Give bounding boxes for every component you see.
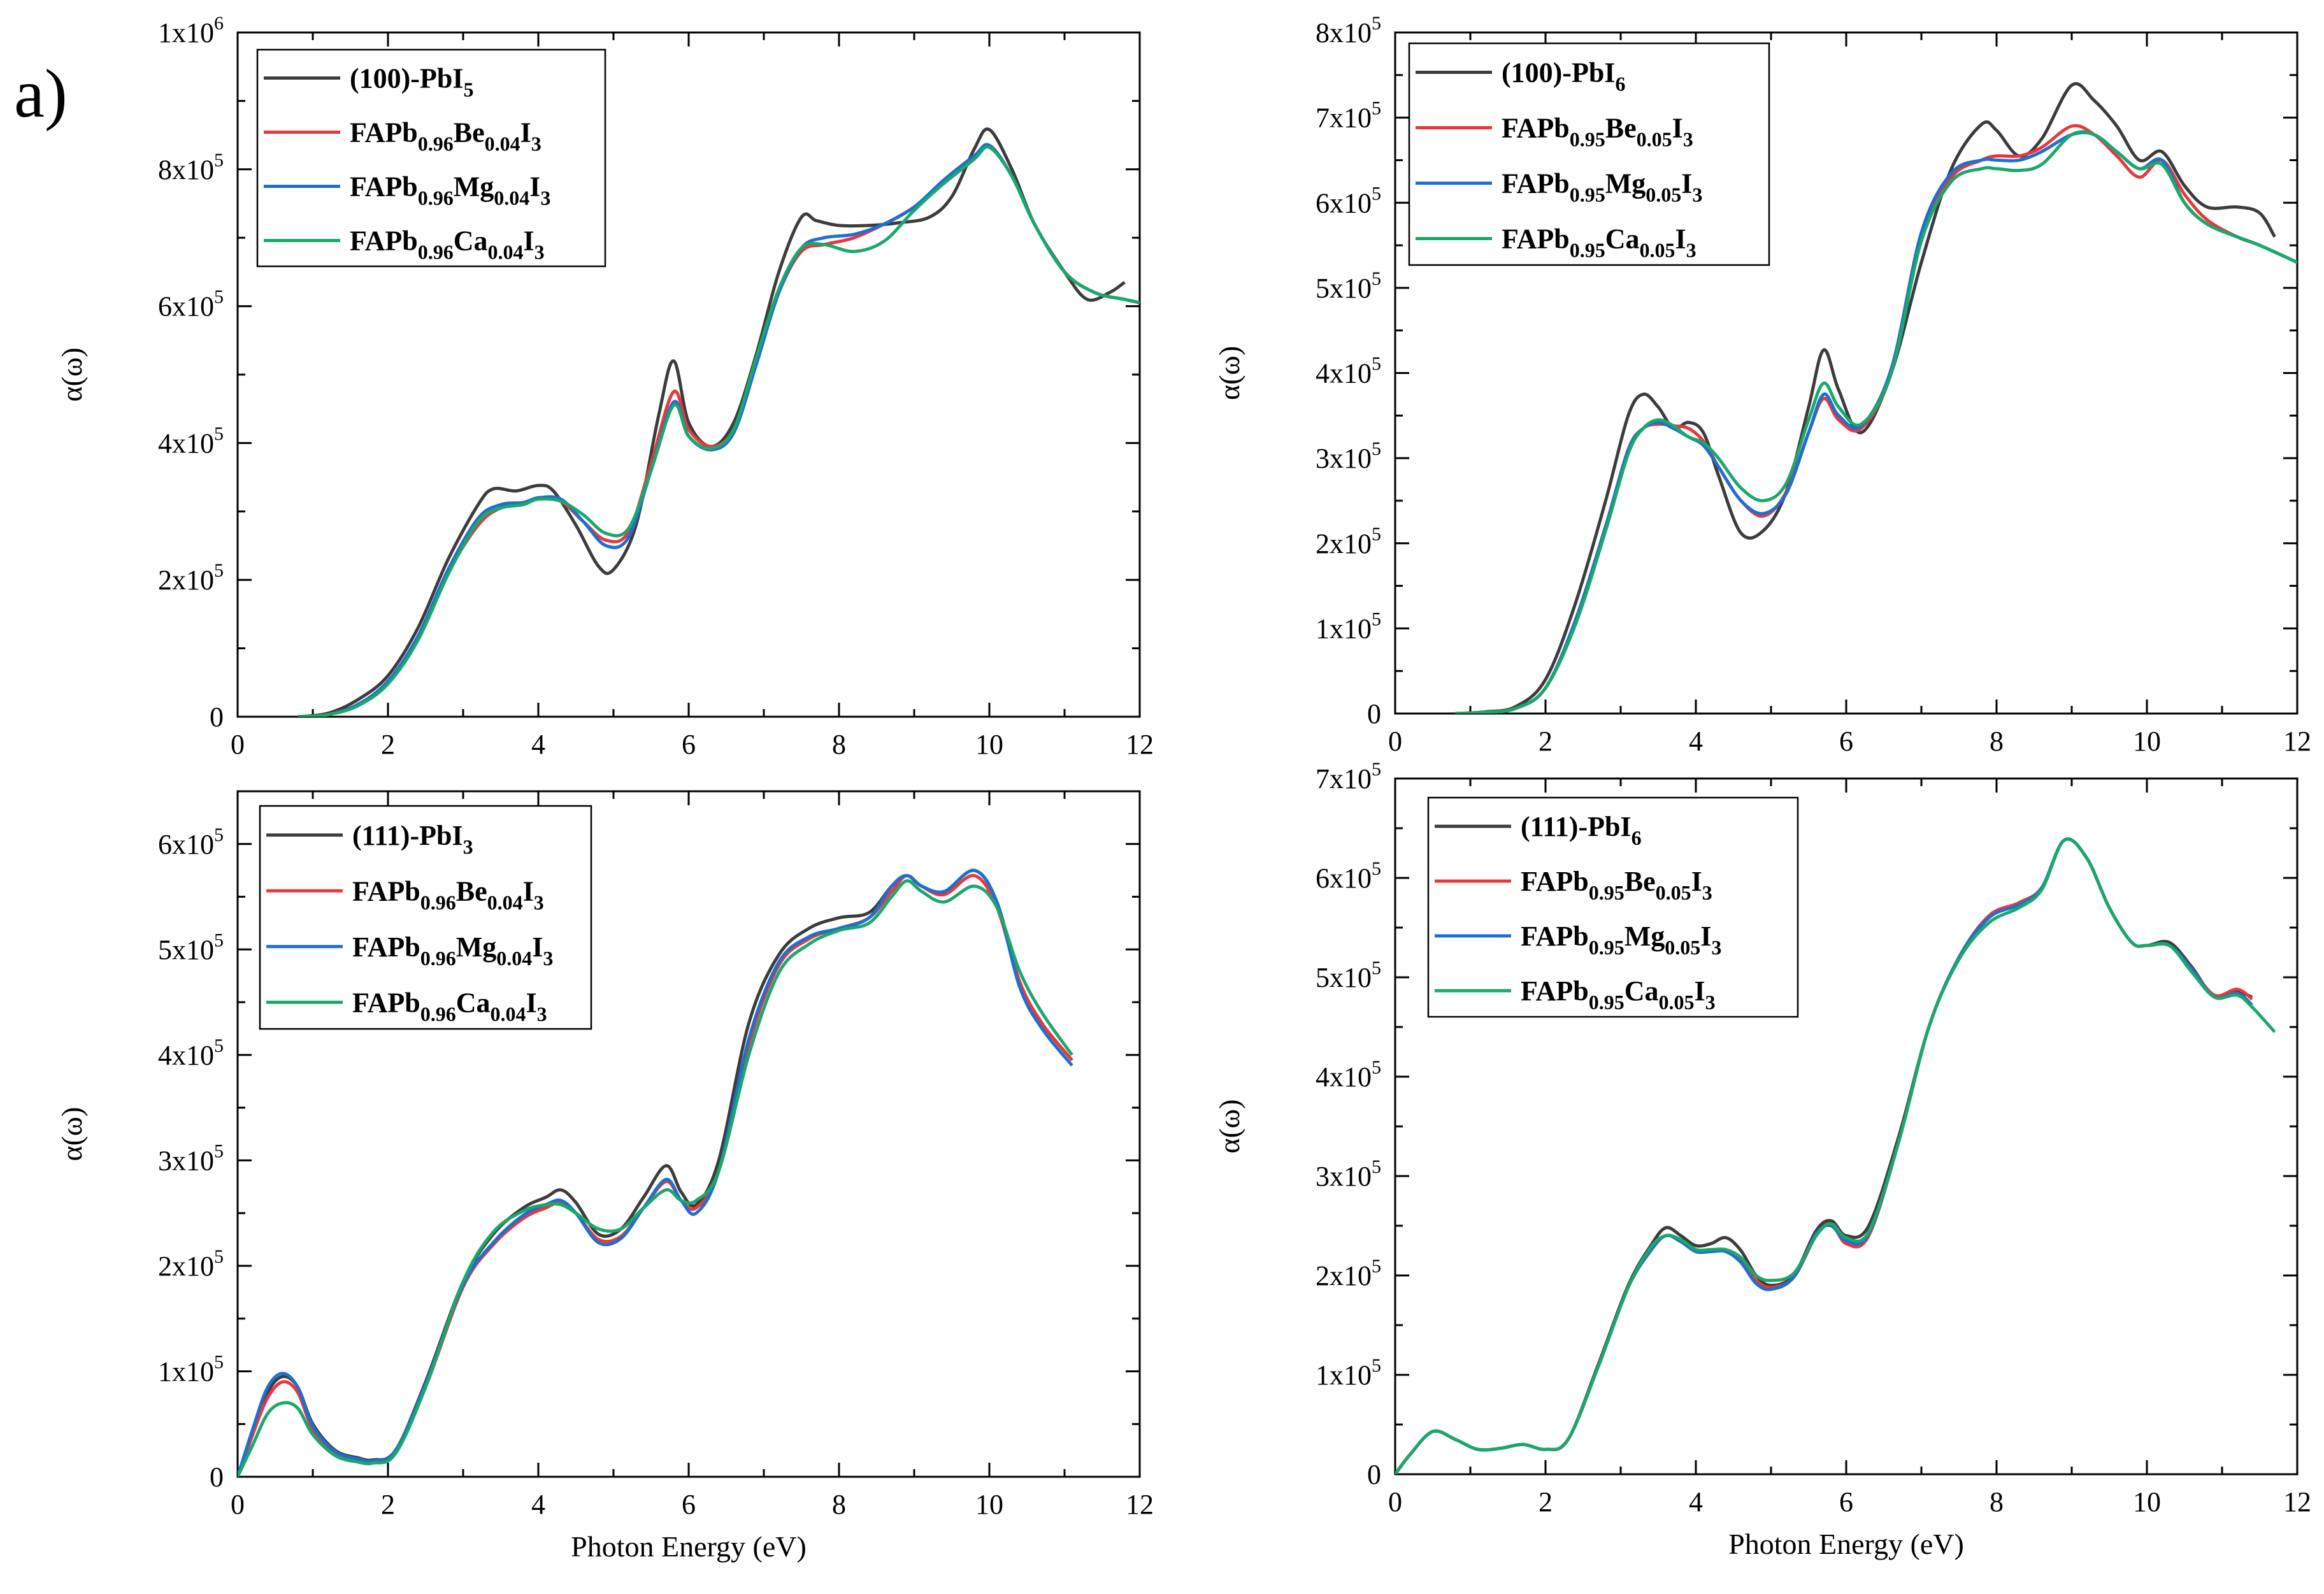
series-line xyxy=(298,145,1140,717)
y-tick-label: 0 xyxy=(210,1461,224,1493)
legend-entry: FAPb0.96Be0.04I3 xyxy=(352,875,544,914)
legend-box xyxy=(256,48,606,268)
y-axis-label: α(ω) xyxy=(1213,346,1245,400)
legend-entry: (100)-PbI6 xyxy=(1502,57,1625,96)
legend-entry: FAPb0.95Be0.05I3 xyxy=(1521,866,1712,904)
y-tick-label: 3x105 xyxy=(1316,438,1381,474)
y-tick-label: 5x105 xyxy=(158,930,224,965)
y-tick-label: 1x105 xyxy=(1316,608,1381,644)
y-tick-label: 5x105 xyxy=(1316,958,1381,993)
x-tick-label: 2 xyxy=(381,729,395,760)
y-tick-label: 2x105 xyxy=(1316,1256,1381,1291)
x-tick-label: 2 xyxy=(381,1489,395,1520)
legend-entry: (100)-PbI5 xyxy=(350,63,473,101)
y-tick-label: 6x105 xyxy=(1316,858,1381,894)
y-tick-label: 2x105 xyxy=(158,1246,224,1282)
legend-box xyxy=(1408,42,1770,266)
y-tick-label: 4x105 xyxy=(158,1035,224,1071)
x-tick-label: 8 xyxy=(832,729,846,760)
x-tick-label: 6 xyxy=(1839,726,1853,757)
x-tick-label: 4 xyxy=(1689,1486,1703,1518)
x-tick-label: 0 xyxy=(1388,726,1402,757)
x-tick-label: 10 xyxy=(975,729,1003,760)
legend-box xyxy=(259,805,592,1030)
y-tick-label: 3x105 xyxy=(1316,1156,1381,1192)
legend-entry: FAPb0.95Ca0.05I3 xyxy=(1521,975,1716,1014)
legend-entry: FAPb0.95Be0.05I3 xyxy=(1502,113,1693,151)
legend: (100)-PbI5 FAPb0.96Be0.04I3 FAPb0.96Mg0.04… xyxy=(256,48,606,268)
series-line xyxy=(238,879,1073,1477)
x-tick-label: 4 xyxy=(1689,726,1703,757)
x-tick-label: 8 xyxy=(1990,1486,2004,1518)
x-tick-label: 2 xyxy=(1539,1486,1553,1518)
x-axis-label: Photon Energy (eV) xyxy=(571,1530,807,1563)
series-line xyxy=(1455,130,2297,714)
legend: (111)-PbI6 FAPb0.95Be0.05I3 FAPb0.95Mg0.05… xyxy=(1427,796,1799,1018)
y-tick-label: 6x105 xyxy=(158,287,224,322)
y-tick-label: 3x105 xyxy=(158,1140,224,1176)
x-tick-label: 4 xyxy=(531,1489,545,1520)
y-tick-label: 0 xyxy=(210,701,224,733)
y-tick-label: 2x105 xyxy=(158,560,224,596)
legend: (100)-PbI6 FAPb0.95Be0.05I3 FAPb0.95Mg0.05… xyxy=(1408,42,1770,266)
y-tick-label: 2x105 xyxy=(1316,524,1381,559)
y-tick-label: 1x105 xyxy=(158,1351,224,1387)
x-tick-label: 6 xyxy=(1839,1486,1853,1518)
legend-entry: FAPb0.96Be0.04I3 xyxy=(350,117,542,155)
chart-top-left: 0 2 4 6 8 10 12 0 2x105 4x105 6x105 8x105 1x106 α(ω) (… xyxy=(55,13,1154,760)
legend-entry: FAPb0.96Mg0.04I3 xyxy=(350,171,550,210)
x-tick-label: 12 xyxy=(1126,1489,1154,1520)
panel-label: a) xyxy=(14,56,68,132)
x-axis-label: Photon Energy (eV) xyxy=(1728,1528,1964,1560)
y-tick-label: 4x105 xyxy=(1316,354,1381,389)
chart-top-right: 0 2 4 6 8 10 12 0 1x105 2x105 3x105 4x105 5x105 6x105… xyxy=(1213,13,2311,757)
legend-entry: FAPb0.96Ca0.04I3 xyxy=(352,987,547,1025)
y-axis-label: α(ω) xyxy=(55,1107,88,1161)
series-line xyxy=(1455,82,2276,714)
legend-entry: FAPb0.95Mg0.05I3 xyxy=(1502,168,1702,206)
y-tick-label: 8x105 xyxy=(1316,13,1381,48)
x-tick-label: 6 xyxy=(682,1489,696,1520)
y-tick-label: 4x105 xyxy=(1316,1057,1381,1093)
x-tick-label: 10 xyxy=(975,1489,1003,1520)
legend-entry: FAPb0.95Mg0.05I3 xyxy=(1521,921,1721,959)
y-axis-label: α(ω) xyxy=(55,347,88,401)
y-axis-label: α(ω) xyxy=(1213,1099,1245,1153)
y-tick-label: 4x105 xyxy=(158,423,224,459)
y-tick-label: 8x105 xyxy=(158,150,224,185)
chart-bottom-right: 0 2 4 6 8 10 12 0 1x105 2x105 3x105 4x105 5x105 6x105… xyxy=(1213,759,2311,1560)
y-tick-label: 5x105 xyxy=(1316,268,1381,304)
x-tick-label: 12 xyxy=(2283,1486,2311,1518)
y-tick-label: 1x105 xyxy=(1316,1355,1381,1391)
x-tick-label: 12 xyxy=(2283,726,2311,757)
x-tick-label: 8 xyxy=(832,1489,846,1520)
legend-entry: FAPb0.95Ca0.05I3 xyxy=(1502,224,1696,262)
y-tick-label: 0 xyxy=(1367,698,1381,729)
y-tick-label: 0 xyxy=(1367,1459,1381,1490)
legend-entry: FAPb0.96Ca0.04I3 xyxy=(350,226,545,264)
x-tick-label: 0 xyxy=(1388,1486,1402,1518)
x-tick-label: 10 xyxy=(2133,726,2161,757)
x-tick-label: 2 xyxy=(1539,726,1553,757)
legend-entry: (111)-PbI6 xyxy=(1521,811,1642,849)
x-tick-label: 6 xyxy=(682,729,696,760)
legend-entry: (111)-PbI3 xyxy=(352,820,473,858)
series-line xyxy=(1395,837,2276,1474)
legend-entry: FAPb0.96Mg0.04I3 xyxy=(352,931,553,970)
legend: (111)-PbI3 FAPb0.96Be0.04I3 FAPb0.96Mg0.04… xyxy=(259,805,592,1030)
x-tick-label: 0 xyxy=(231,1489,245,1520)
chart-bottom-left: 0 2 4 6 8 10 12 0 1x105 2x105 3x105 4x105 5x105 6x105… xyxy=(55,790,1154,1563)
x-tick-label: 12 xyxy=(1126,729,1154,760)
y-tick-label: 6x105 xyxy=(1316,183,1381,219)
x-tick-label: 10 xyxy=(2133,1486,2161,1518)
y-tick-label: 6x105 xyxy=(158,824,224,860)
legend-box xyxy=(1427,796,1799,1018)
y-tick-label: 1x106 xyxy=(158,13,224,48)
x-tick-label: 8 xyxy=(1990,726,2004,757)
y-tick-label: 7x105 xyxy=(1316,759,1381,794)
x-tick-label: 4 xyxy=(531,729,545,760)
x-tick-label: 0 xyxy=(231,729,245,760)
y-tick-label: 7x105 xyxy=(1316,98,1381,134)
